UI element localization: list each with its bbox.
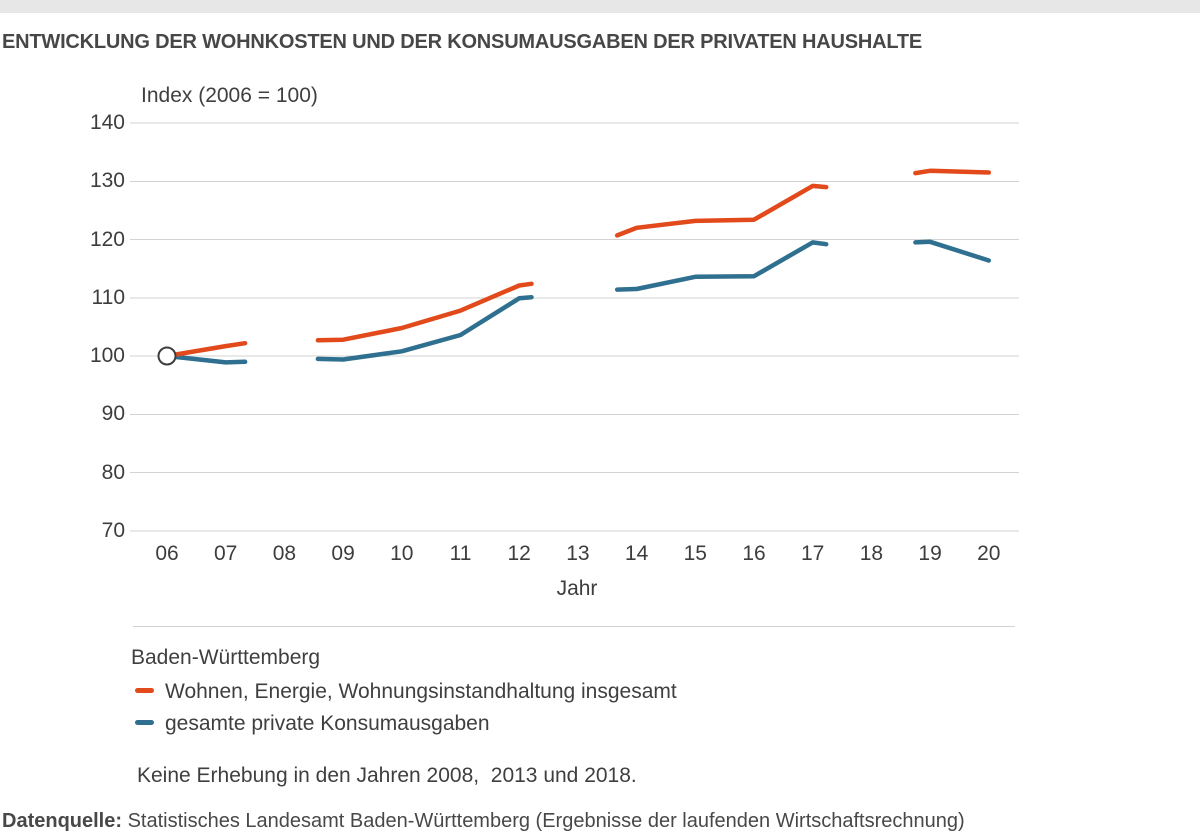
x-tick-07: 07 — [214, 542, 238, 565]
x-tick-06: 06 — [155, 542, 179, 565]
legend-label-wohnen: Wohnen, Energie, Wohnungsinstandhaltung … — [165, 680, 677, 703]
x-tick-16: 16 — [742, 542, 766, 565]
y-tick-100: 100 — [89, 344, 125, 367]
x-tick-11: 11 — [449, 542, 472, 565]
legend-swatch-wohnen-icon — [135, 688, 154, 693]
y-tick-90: 90 — [101, 402, 125, 426]
series-line-konsum-seg2 — [315, 294, 534, 362]
x-tick-10: 10 — [390, 542, 414, 565]
y-tick-70: 70 — [101, 518, 125, 542]
data-source-text: Statistisches Landesamt Baden-Württember… — [122, 810, 965, 832]
x-tick-15: 15 — [683, 542, 707, 565]
y-axis-unit-label: Index (2006 = 100) — [141, 84, 318, 107]
top-divider-bar — [0, 0, 1200, 13]
series-line-konsum-seg4 — [913, 239, 992, 263]
legend-swatch-konsum-icon — [135, 720, 154, 725]
y-tick-140: 140 — [89, 111, 125, 134]
series-line-wohnen-seg1 — [164, 340, 248, 359]
x-tick-17: 17 — [801, 542, 825, 565]
y-tick-120: 120 — [89, 227, 125, 251]
legend-label-konsum: gesamte private Konsumausgaben — [165, 712, 490, 735]
legend-region-title: Baden-Württemberg — [131, 646, 321, 669]
x-tick-20: 20 — [977, 542, 1001, 565]
x-tick-18: 18 — [859, 542, 884, 565]
y-tick-110: 110 — [91, 285, 125, 309]
series-line-wohnen-seg3 — [614, 183, 829, 238]
x-tick-08: 08 — [272, 542, 297, 565]
base-year-marker — [157, 346, 177, 366]
y-tick-80: 80 — [101, 460, 125, 484]
x-tick-09: 09 — [331, 542, 355, 565]
y-tick-130: 130 — [89, 169, 125, 193]
series-line-wohnen-seg2 — [315, 281, 534, 343]
series-line-konsum-seg3 — [614, 240, 829, 292]
data-source-label: Datenquelle: — [2, 810, 123, 832]
x-tick-14: 14 — [624, 542, 649, 565]
x-axis-title: Jahr — [556, 577, 598, 600]
x-tick-19: 19 — [918, 542, 942, 565]
chart-title: ENTWICKLUNG DER WOHNKOSTEN UND DER KONSU… — [2, 31, 923, 53]
data-source: Datenquelle: Statistisches Landesamt Bad… — [2, 810, 965, 833]
missing-years-note: Keine Erhebung in den Jahren 2008, 2013 … — [137, 764, 637, 787]
legend-separator-line — [133, 626, 1015, 627]
x-tick-12: 12 — [507, 542, 531, 565]
x-tick-13: 13 — [566, 542, 590, 565]
series-line-konsum-seg1 — [164, 353, 248, 365]
series-line-wohnen-seg4 — [913, 168, 992, 176]
